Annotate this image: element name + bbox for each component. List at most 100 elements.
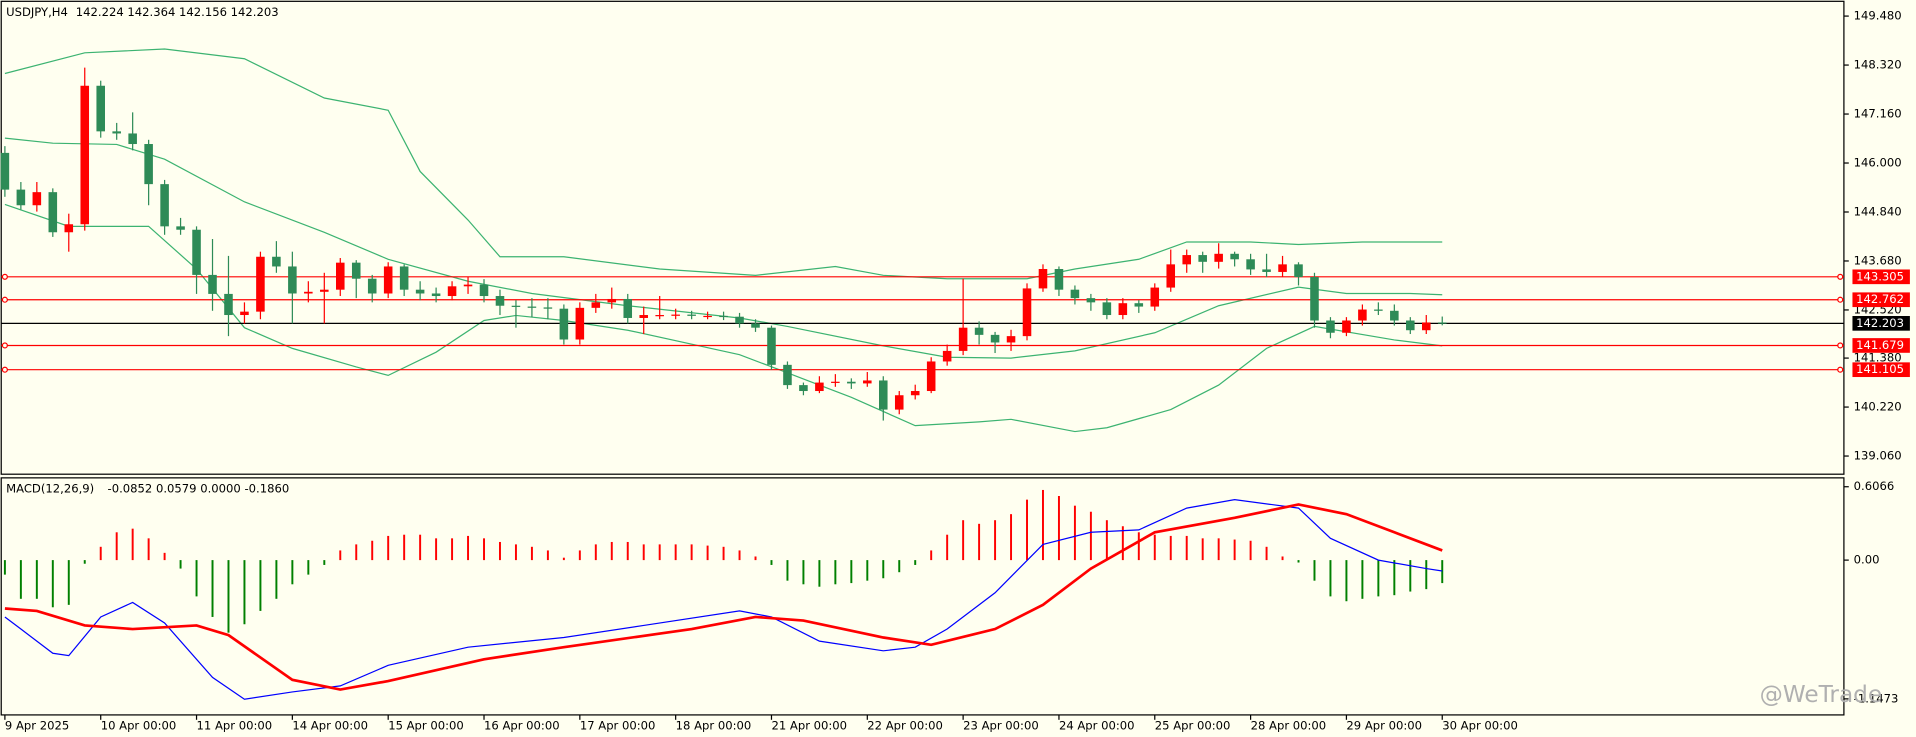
candle-body <box>320 289 329 292</box>
candle-body <box>1086 298 1096 303</box>
x-tick-label: 11 Apr 00:00 <box>197 718 273 732</box>
candle-body <box>511 305 521 307</box>
candle-body <box>655 315 664 317</box>
y-tick-label: 141.380 <box>1854 351 1902 365</box>
candle-body <box>815 382 824 392</box>
candle-body <box>431 293 441 297</box>
candle-body <box>1182 255 1191 265</box>
candle-body <box>48 192 58 233</box>
candle-body <box>1246 259 1255 270</box>
candle-body <box>240 311 249 316</box>
level-anchor <box>1837 296 1844 303</box>
candle-body <box>160 184 169 227</box>
candle-body <box>1374 309 1383 311</box>
candle-body <box>1278 264 1287 272</box>
candle-body <box>1262 269 1271 272</box>
candle-body <box>336 262 345 290</box>
level-label-bg <box>1852 292 1910 308</box>
candle-body <box>224 293 233 316</box>
level-anchor <box>1 296 8 303</box>
candle-body <box>831 381 840 383</box>
candle-body <box>926 361 936 392</box>
level-label: 143.305 <box>1856 269 1904 283</box>
x-tick-label: 14 Apr 00:00 <box>292 718 368 732</box>
main-panel-frame <box>0 0 1845 475</box>
candle-body <box>176 226 185 230</box>
indicator-line <box>4 48 1443 280</box>
candle-body <box>735 316 744 324</box>
candle-body <box>543 307 553 309</box>
symbol-title: USDJPY,H4 <box>6 5 68 19</box>
level-label: 141.105 <box>1856 362 1904 376</box>
candle-body <box>910 391 920 396</box>
candle-body <box>639 315 648 318</box>
candle-body <box>1326 320 1335 333</box>
x-tick-label: 23 Apr 00:00 <box>963 718 1039 732</box>
candle-body <box>1118 303 1128 316</box>
level-label-bg <box>1852 362 1910 378</box>
candle-body <box>1390 310 1399 321</box>
x-tick-label: 24 Apr 00:00 <box>1059 718 1135 732</box>
candle-body <box>623 298 633 318</box>
ohlc-values: 142.224 142.364 142.156 142.203 <box>76 5 279 19</box>
candle-body <box>479 284 489 297</box>
level-label: 142.762 <box>1856 292 1904 306</box>
candle-body <box>288 266 297 294</box>
candle-body <box>64 224 74 233</box>
candle-body <box>783 364 792 386</box>
candle-body <box>272 256 281 267</box>
candle-body <box>1437 322 1447 324</box>
candle-body <box>208 274 217 294</box>
candle-body <box>863 380 872 384</box>
candle-body <box>32 192 42 206</box>
x-tick-label: 9 Apr 2025 <box>5 718 69 732</box>
candle-body <box>112 131 121 134</box>
candle-body <box>1342 320 1351 333</box>
candle-body <box>144 144 153 185</box>
candle-body <box>1022 288 1032 337</box>
level-anchor <box>1 366 8 373</box>
candle-body <box>0 152 10 190</box>
level-anchor <box>1837 366 1844 373</box>
candle-body <box>367 278 377 294</box>
candle-body <box>527 306 537 308</box>
x-tick-label: 30 Apr 00:00 <box>1442 718 1518 732</box>
candle-body <box>1102 302 1112 316</box>
last-price-bg <box>1852 316 1910 331</box>
y-tick-label: 148.320 <box>1854 58 1902 72</box>
candle-body <box>687 314 696 316</box>
candle-body <box>128 133 137 145</box>
y-tick-label: 143.680 <box>1854 253 1902 267</box>
indicator-line <box>4 137 1443 359</box>
indicator-line <box>4 503 1443 691</box>
x-tick-label: 10 Apr 00:00 <box>101 718 177 732</box>
macd-values: -0.0852 0.0579 0.0000 -0.1860 <box>108 481 290 495</box>
x-tick-label: 28 Apr 00:00 <box>1251 718 1327 732</box>
x-tick-label: 17 Apr 00:00 <box>580 718 656 732</box>
level-anchor <box>1 342 8 349</box>
candle-body <box>607 298 617 303</box>
candle-body <box>1294 264 1303 278</box>
candle-body <box>447 286 457 297</box>
watermark: @WeTrade <box>1760 681 1883 708</box>
level-anchor <box>1837 342 1844 349</box>
candle-body <box>399 266 409 290</box>
candle-body <box>591 302 601 308</box>
candle-body <box>751 323 760 328</box>
plot-layer: 149.480 148.320 147.160 146.000 144.840 143.6… <box>0 9 1910 732</box>
candle-body <box>990 334 1000 343</box>
candle-body <box>1358 309 1367 321</box>
candle-body <box>1310 277 1319 321</box>
x-tick-label: 21 Apr 00:00 <box>771 718 847 732</box>
candle-body <box>1038 268 1048 289</box>
candle-body <box>1230 253 1239 260</box>
candle-body <box>799 385 808 392</box>
candle-body <box>1214 253 1223 262</box>
candle-body <box>719 315 728 318</box>
x-tick-label: 29 Apr 00:00 <box>1346 718 1422 732</box>
level-label-bg <box>1852 338 1910 353</box>
candle-body <box>16 189 26 206</box>
candle-body <box>894 395 904 410</box>
